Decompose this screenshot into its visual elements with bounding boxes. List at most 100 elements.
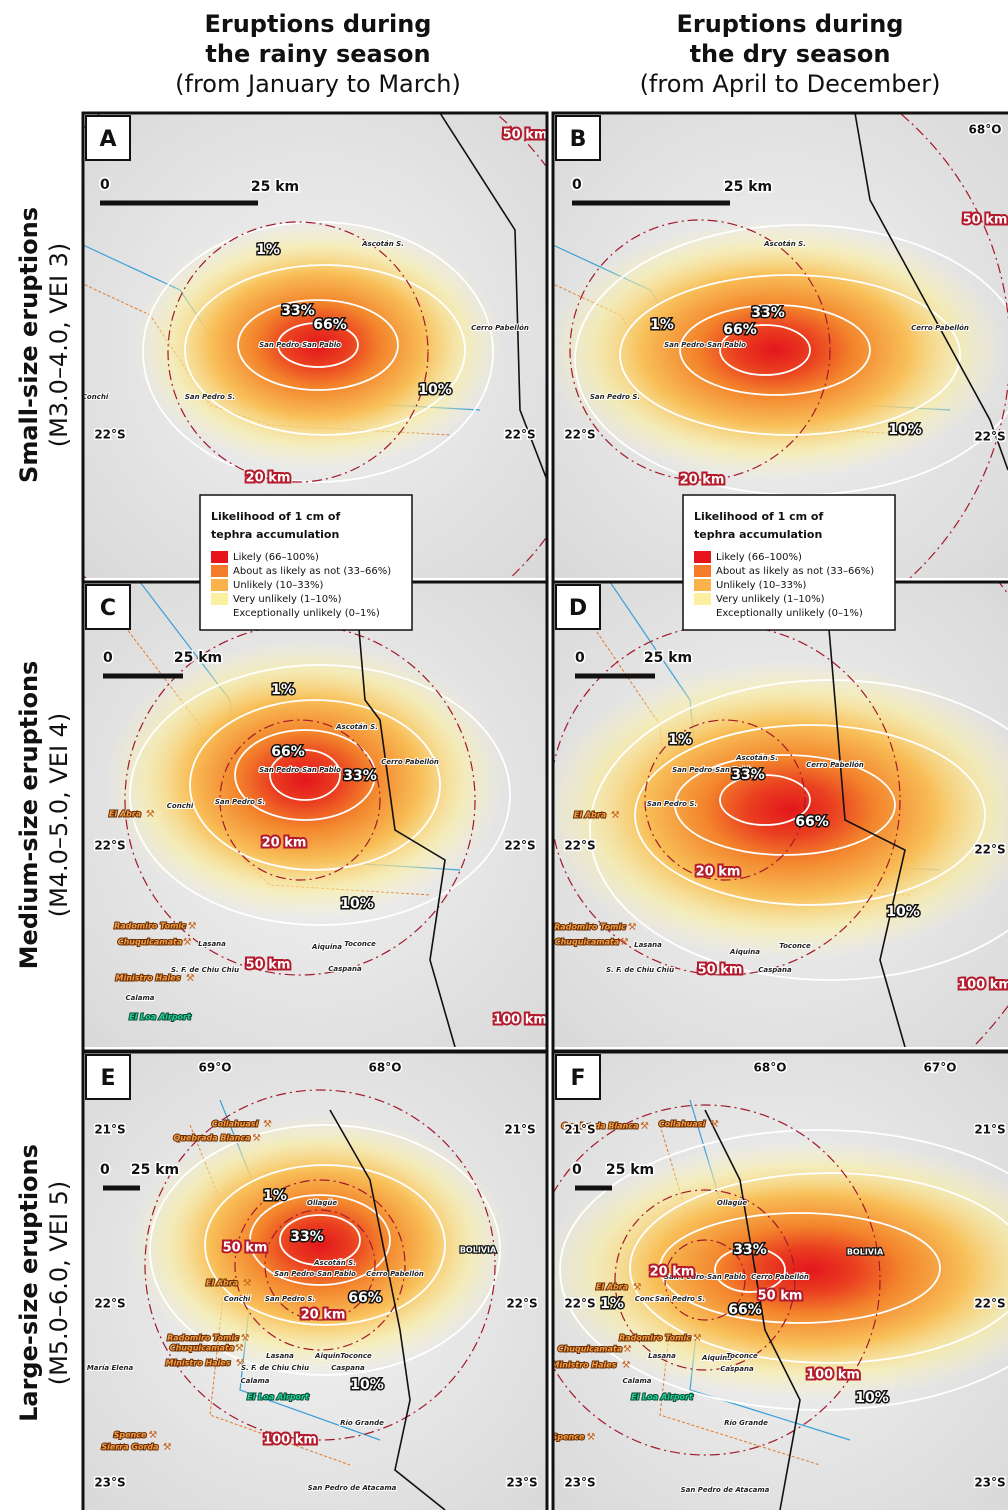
legend-label: Very unlikely (1–10%) [233,594,342,605]
place-label: Ascotán S. [313,1259,356,1267]
column-header: the rainy season [205,40,430,68]
place-label: Calama [240,1377,269,1385]
distance-label: 20 km [301,1308,346,1323]
legend-label: Exceptionally unlikely (0–1%) [233,608,380,619]
distance-label: 50 km [503,128,548,143]
contour-label: 66% [348,1290,382,1306]
place-label: Lasana [648,1352,676,1360]
place-label: Cerro Pabellón [471,324,529,332]
mine-icon: ⚒ [693,1333,702,1344]
legend-swatch [211,593,228,605]
legend-title: Likelihood of 1 cm of [694,510,823,523]
contour-label: 66% [728,1302,762,1318]
place-label: Ascotán S. [763,240,806,248]
scale-label: 0 [100,177,110,193]
contour-label: 33% [290,1229,324,1245]
place-label: Toconce [340,1352,372,1360]
distance-label: 100 km [493,1013,547,1028]
panel-letter: B [570,127,587,152]
row-subtitle: (M5.0–6.0, VEI 5) [45,1181,73,1386]
legend-title: Likelihood of 1 cm of [211,510,340,523]
legend-label: About as likely as not (33–66%) [233,566,391,577]
row-subtitle: (M3.0–4.0, VEI 3) [45,243,73,448]
place-label: Toconce [779,942,811,950]
contour-label: 33% [343,768,377,784]
place-label: San Pedro S. [265,1295,315,1303]
scale-label: 25 km [174,650,222,666]
place-label: Caspana [328,965,362,973]
tephra-heat [545,220,1005,480]
coordinate-label: 21°S [564,1123,595,1137]
legend-label: Very unlikely (1–10%) [716,594,825,605]
place-label: Ollagüe [307,1199,337,1207]
mine-icon: ⚒ [633,1282,642,1293]
place-label: Cerro Pabellón [381,758,439,766]
panel-letter: A [99,127,116,152]
legend-swatch [211,579,228,591]
place-label: Toconce [344,940,376,948]
place-label: Radomiro Tomic [619,1334,691,1343]
contour-label: 33% [751,305,785,321]
place-label: San Pedro S. [655,1295,705,1303]
mine-icon: ⚒ [628,922,637,933]
mine-icon: ⚒ [710,1119,719,1130]
place-label: Chuquicamata [555,938,620,947]
place-label: El Abra [109,810,141,819]
column-header: Eruptions during [204,10,431,38]
mine-icon: ⚒ [188,921,197,932]
distance-label: 50 km [223,1241,268,1256]
place-label: BOLIVIA [847,1248,884,1257]
place-label: San Pedro-San Pablo [259,341,341,349]
coordinate-label: 22°S [564,428,595,442]
place-label: S. F. de Chiu Chiu [171,966,239,974]
scale-label: 0 [100,1162,110,1178]
panel-letter: F [570,1066,585,1091]
distance-label: 20 km [246,471,291,486]
scale-label: 0 [103,650,113,666]
panel-letter: E [100,1066,115,1091]
place-label: BOLIVIA [460,1246,497,1255]
coordinate-label: 22°S [94,839,125,853]
place-label: S. F. de Chiu Chiu [241,1364,309,1372]
place-label: Aiquina [311,943,342,951]
mine-icon: ⚒ [186,973,195,984]
legend-label: Exceptionally unlikely (0–1%) [716,608,863,619]
place-label: Lasana [198,940,226,948]
place-label: Río Grande [724,1419,768,1427]
contour-label: 1% [271,682,295,698]
contour-label: 66% [795,814,829,830]
place-label: Sierra Gorda [101,1443,158,1452]
distance-label: 100 km [958,978,1008,993]
mine-icon: ⚒ [183,937,192,948]
coordinate-label: 69°O [199,1061,232,1075]
coordinate-label: 22°S [974,843,1005,857]
place-label: Toconce [726,1352,758,1360]
contour-label: 1% [263,1188,287,1204]
mine-icon: ⚒ [235,1343,244,1354]
scale-label: 25 km [606,1162,654,1178]
place-label: El Abra [574,811,606,820]
place-label: Quebrada Blanca [174,1134,251,1143]
scale-label: 0 [572,1162,582,1178]
row-title: Large-size eruptions [15,1144,43,1422]
panel-letter: C [100,596,116,621]
coordinate-label: 22°S [974,1297,1005,1311]
contour-label: 66% [271,744,305,760]
place-label: San Pedro de Atacama [681,1486,770,1494]
place-label: Spence [552,1433,585,1442]
legend: Likelihood of 1 cm oftephra accumulation… [683,495,895,630]
place-label: María Elena [87,1364,134,1372]
contour-label: 1% [650,317,674,333]
mine-icon: ⚒ [252,1133,261,1144]
place-label: San Pedro S. [647,800,697,808]
distance-label: 20 km [696,865,741,880]
legend-swatch [694,579,711,591]
place-label: Ascotán S. [735,754,778,762]
mine-icon: ⚒ [146,809,155,820]
column-header: Eruptions during [676,10,903,38]
figure: Eruptions duringthe rainy season(from Ja… [0,0,1008,1510]
place-label: Caspana [331,1364,365,1372]
legend-swatch [694,607,711,619]
mine-icon: ⚒ [622,1360,631,1371]
